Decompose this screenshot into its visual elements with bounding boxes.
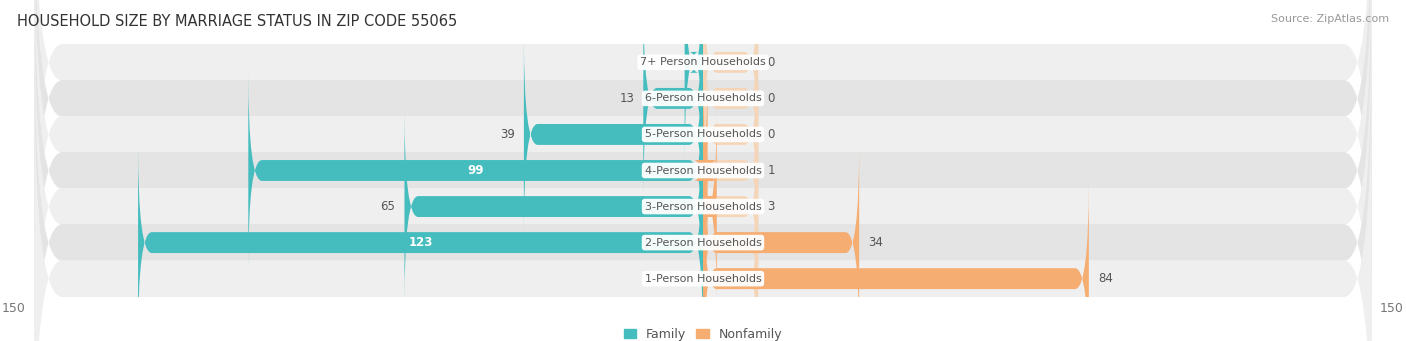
- FancyBboxPatch shape: [35, 0, 1371, 260]
- Text: 0: 0: [768, 92, 775, 105]
- FancyBboxPatch shape: [703, 181, 758, 341]
- Text: 4-Person Households: 4-Person Households: [644, 165, 762, 176]
- Text: 3: 3: [768, 200, 775, 213]
- FancyBboxPatch shape: [703, 1, 758, 196]
- FancyBboxPatch shape: [138, 145, 703, 340]
- FancyBboxPatch shape: [249, 73, 703, 268]
- Text: 1-Person Households: 1-Person Households: [644, 273, 762, 284]
- FancyBboxPatch shape: [703, 181, 1088, 341]
- Text: 5-Person Households: 5-Person Households: [644, 130, 762, 139]
- FancyBboxPatch shape: [405, 109, 703, 304]
- FancyBboxPatch shape: [703, 0, 758, 160]
- Text: 7+ Person Households: 7+ Person Households: [640, 57, 766, 68]
- FancyBboxPatch shape: [703, 145, 758, 340]
- Text: 4: 4: [668, 56, 675, 69]
- FancyBboxPatch shape: [703, 73, 758, 268]
- Text: 0: 0: [768, 56, 775, 69]
- FancyBboxPatch shape: [35, 0, 1371, 296]
- Text: 34: 34: [869, 236, 883, 249]
- FancyBboxPatch shape: [685, 0, 703, 160]
- FancyBboxPatch shape: [524, 37, 703, 232]
- Text: 65: 65: [381, 200, 395, 213]
- FancyBboxPatch shape: [703, 109, 717, 304]
- Text: Source: ZipAtlas.com: Source: ZipAtlas.com: [1271, 14, 1389, 24]
- Legend: Family, Nonfamily: Family, Nonfamily: [619, 323, 787, 341]
- FancyBboxPatch shape: [703, 37, 758, 232]
- Text: 123: 123: [408, 236, 433, 249]
- FancyBboxPatch shape: [35, 9, 1371, 341]
- Text: 0: 0: [768, 128, 775, 141]
- Text: 3-Person Households: 3-Person Households: [644, 202, 762, 211]
- Text: 13: 13: [619, 92, 634, 105]
- Text: 39: 39: [499, 128, 515, 141]
- Text: 6-Person Households: 6-Person Households: [644, 93, 762, 103]
- FancyBboxPatch shape: [693, 73, 717, 268]
- FancyBboxPatch shape: [703, 109, 758, 304]
- FancyBboxPatch shape: [703, 145, 859, 340]
- Text: HOUSEHOLD SIZE BY MARRIAGE STATUS IN ZIP CODE 55065: HOUSEHOLD SIZE BY MARRIAGE STATUS IN ZIP…: [17, 14, 457, 29]
- FancyBboxPatch shape: [35, 81, 1371, 341]
- Text: 84: 84: [1098, 272, 1114, 285]
- Text: 1: 1: [768, 164, 775, 177]
- FancyBboxPatch shape: [35, 0, 1371, 341]
- Text: 99: 99: [467, 164, 484, 177]
- FancyBboxPatch shape: [35, 0, 1371, 332]
- FancyBboxPatch shape: [644, 1, 703, 196]
- Text: 2-Person Households: 2-Person Households: [644, 238, 762, 248]
- FancyBboxPatch shape: [35, 45, 1371, 341]
